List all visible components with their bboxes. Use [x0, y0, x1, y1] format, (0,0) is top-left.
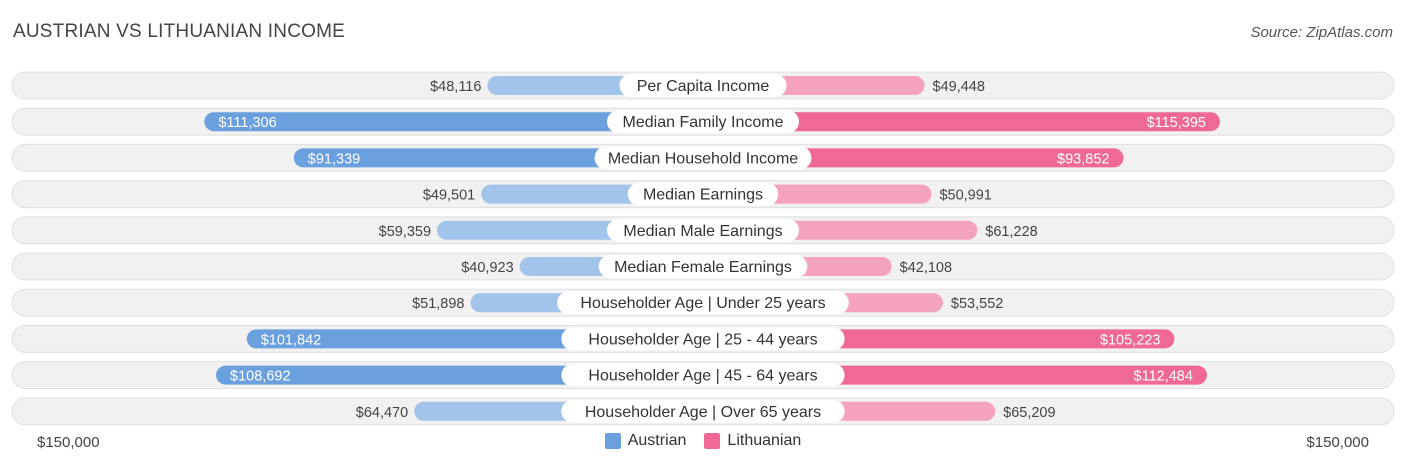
legend: Austrian Lithuanian — [0, 432, 1406, 450]
category-label: Median Male Earnings — [623, 223, 782, 240]
value-label-austrian: $64,470 — [356, 405, 408, 421]
value-label-lithuanian: $65,209 — [1003, 405, 1055, 421]
legend-swatch-austrian — [604, 433, 621, 449]
value-label-lithuanian: $115,395 — [1147, 115, 1206, 131]
value-label-austrian: $111,306 — [218, 115, 276, 131]
source-label: Source: ZipAtlas.com — [1250, 24, 1393, 41]
category-label-background — [557, 291, 849, 315]
category-label: Median Family Income — [623, 114, 784, 131]
value-label-austrian: $101,842 — [261, 332, 321, 348]
bar-lithuanian — [703, 112, 1220, 132]
legend-item-austrian[interactable]: Austrian — [604, 432, 687, 450]
legend-swatch-lithuanian — [704, 433, 721, 449]
bar-austrian — [204, 112, 703, 132]
value-label-austrian: $40,923 — [461, 260, 513, 276]
category-label: Median Female Earnings — [614, 259, 792, 276]
category-label-background — [619, 74, 787, 97]
value-label-austrian: $48,116 — [430, 79, 481, 95]
axis-right-label: $150,000 — [1306, 434, 1369, 451]
category-label-background — [561, 399, 845, 423]
category-label: Householder Age | Over 65 years — [585, 404, 821, 421]
value-label-lithuanian: $61,228 — [985, 224, 1037, 240]
value-label-lithuanian: $53,552 — [951, 296, 1003, 312]
value-label-austrian: $91,339 — [308, 151, 360, 167]
category-label-background — [627, 182, 779, 206]
value-label-austrian: $49,501 — [423, 188, 475, 204]
category-label-background — [561, 327, 845, 351]
category-label-background — [607, 110, 799, 134]
value-label-austrian: $108,692 — [230, 369, 290, 385]
value-label-austrian: $59,359 — [379, 224, 431, 240]
value-label-lithuanian: $50,991 — [939, 188, 991, 204]
category-label: Per Capita Income — [637, 78, 770, 95]
value-label-lithuanian: $49,448 — [933, 79, 985, 95]
value-label-lithuanian: $93,852 — [1057, 151, 1109, 167]
value-label-austrian: $51,898 — [412, 296, 464, 312]
category-label: Median Earnings — [643, 187, 763, 204]
chart-title: AUSTRIAN VS LITHUANIAN INCOME — [13, 21, 346, 42]
value-label-lithuanian: $42,108 — [900, 260, 952, 276]
category-label-background — [607, 218, 799, 242]
axis-left-label: $150,000 — [37, 434, 100, 451]
category-label-background — [598, 255, 808, 278]
legend-label-austrian: Austrian — [627, 432, 687, 449]
legend-item-lithuanian[interactable]: Lithuanian — [704, 432, 801, 450]
category-label: Householder Age | Under 25 years — [580, 295, 825, 312]
category-label: Householder Age | 45 - 64 years — [588, 368, 817, 385]
category-label: Householder Age | 25 - 44 years — [588, 331, 817, 348]
value-label-lithuanian: $112,484 — [1134, 369, 1193, 385]
category-label: Median Household Income — [608, 150, 798, 167]
legend-label-lithuanian: Lithuanian — [727, 432, 802, 449]
category-label-background — [561, 363, 845, 387]
value-label-lithuanian: $105,223 — [1100, 332, 1160, 348]
category-label-background — [594, 146, 812, 170]
